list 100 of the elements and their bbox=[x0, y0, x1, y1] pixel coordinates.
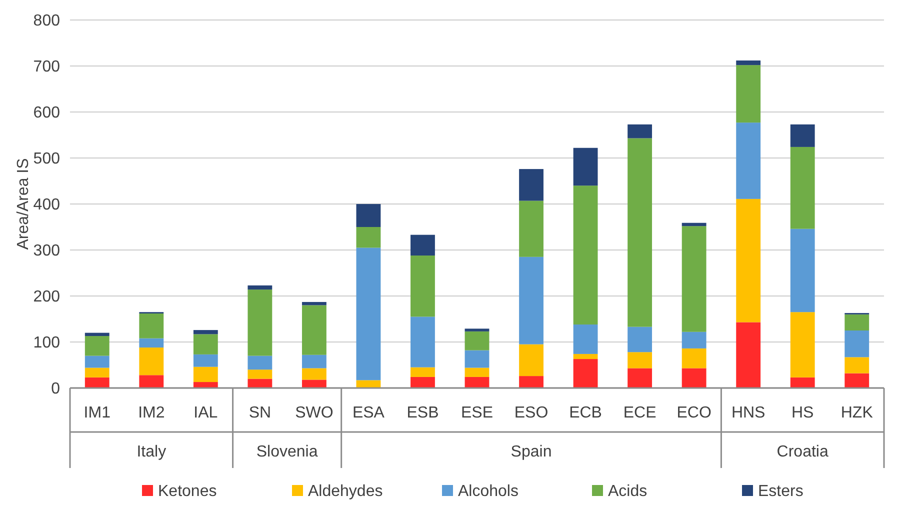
bar bbox=[193, 354, 218, 367]
bar bbox=[844, 330, 870, 358]
x-tick-label: HZK bbox=[840, 404, 874, 422]
bar bbox=[302, 354, 326, 368]
bar bbox=[682, 368, 706, 388]
bar bbox=[519, 344, 544, 376]
bar bbox=[736, 322, 761, 388]
bar bbox=[628, 138, 652, 327]
bar bbox=[573, 354, 598, 360]
bar bbox=[790, 312, 815, 378]
x-tick-label: ECO bbox=[676, 404, 712, 422]
bar bbox=[464, 331, 490, 350]
y-tick-label: 300 bbox=[33, 242, 60, 260]
bar bbox=[84, 368, 110, 378]
bar bbox=[573, 324, 598, 354]
y-tick-label: 100 bbox=[33, 334, 60, 352]
x-tick-label: ESB bbox=[406, 404, 439, 422]
text: Slovenia bbox=[256, 444, 318, 461]
bar bbox=[519, 256, 544, 344]
bar bbox=[410, 316, 435, 368]
legend-label: Ketones bbox=[158, 483, 217, 500]
bar bbox=[790, 146, 815, 229]
bar bbox=[464, 350, 490, 368]
bar bbox=[139, 338, 164, 348]
bar bbox=[790, 124, 815, 147]
bar bbox=[193, 330, 218, 334]
bar bbox=[519, 200, 544, 257]
bar bbox=[844, 373, 870, 388]
x-tick-label: HS bbox=[791, 404, 814, 422]
bar bbox=[736, 122, 761, 199]
bar bbox=[628, 352, 652, 368]
bar bbox=[193, 334, 218, 354]
x-tick-label: SN bbox=[248, 404, 272, 422]
x-tick-label: ECB bbox=[569, 404, 602, 422]
bar bbox=[628, 326, 652, 352]
bar bbox=[356, 204, 381, 227]
bar bbox=[248, 356, 272, 370]
bar bbox=[682, 222, 706, 226]
x-tick-label: IM1 bbox=[84, 404, 111, 422]
y-tick-label: 200 bbox=[33, 288, 60, 306]
bar bbox=[573, 186, 598, 325]
bar bbox=[356, 227, 381, 248]
bar bbox=[248, 378, 272, 388]
bar bbox=[248, 285, 272, 290]
bar bbox=[84, 356, 110, 368]
bar bbox=[302, 380, 326, 388]
bar bbox=[844, 357, 870, 374]
bar bbox=[84, 377, 110, 388]
x-tick-label: IAL bbox=[194, 404, 218, 422]
x-tick-label: ESE bbox=[460, 404, 494, 422]
bar bbox=[248, 290, 272, 356]
bar bbox=[519, 376, 544, 388]
bar bbox=[139, 348, 164, 376]
y-tick-label: 600 bbox=[33, 104, 60, 122]
y-axis-title: Area/Area IS bbox=[15, 158, 32, 250]
bar bbox=[573, 359, 598, 388]
y-tick-label: 0 bbox=[51, 380, 60, 398]
bar bbox=[410, 376, 435, 388]
bar bbox=[790, 377, 815, 388]
bar bbox=[193, 382, 218, 388]
x-tick-label: SWO bbox=[295, 404, 334, 422]
legend-label: Aldehydes bbox=[308, 483, 383, 500]
x-tick-label: HNS bbox=[731, 404, 766, 422]
x-tick-label: ESA bbox=[352, 404, 385, 422]
bar bbox=[628, 368, 652, 388]
x-tick-label: ECE bbox=[623, 404, 656, 422]
bar bbox=[790, 228, 815, 312]
bar bbox=[410, 256, 435, 317]
bar bbox=[302, 368, 326, 380]
y-tick-label: 700 bbox=[33, 58, 60, 76]
bar bbox=[139, 313, 164, 338]
bar bbox=[519, 169, 544, 201]
bar bbox=[302, 305, 326, 355]
bar bbox=[84, 332, 110, 336]
bar bbox=[682, 226, 706, 332]
y-tick-label: 500 bbox=[33, 150, 60, 168]
bar bbox=[628, 124, 652, 138]
bar bbox=[193, 366, 218, 382]
bar bbox=[736, 60, 761, 66]
bar bbox=[682, 332, 706, 348]
legend-label: Esters bbox=[758, 483, 804, 500]
legend-label: Acids bbox=[608, 483, 648, 500]
bar bbox=[736, 198, 761, 322]
bar bbox=[410, 234, 435, 256]
x-tick-label: IM2 bbox=[138, 404, 165, 422]
bar bbox=[248, 370, 272, 379]
text: Spain bbox=[510, 444, 552, 461]
bar bbox=[464, 368, 490, 377]
bar bbox=[139, 375, 164, 388]
bar bbox=[736, 65, 761, 123]
bar bbox=[844, 314, 870, 330]
x-tick-label: ESO bbox=[514, 404, 548, 422]
bar bbox=[84, 336, 110, 356]
bar bbox=[302, 302, 326, 306]
y-tick-label: 400 bbox=[33, 196, 60, 214]
bar bbox=[356, 380, 381, 388]
bar bbox=[682, 348, 706, 368]
text: Croatia bbox=[776, 444, 828, 461]
y-tick-label: 800 bbox=[33, 12, 60, 30]
bar bbox=[410, 367, 435, 377]
